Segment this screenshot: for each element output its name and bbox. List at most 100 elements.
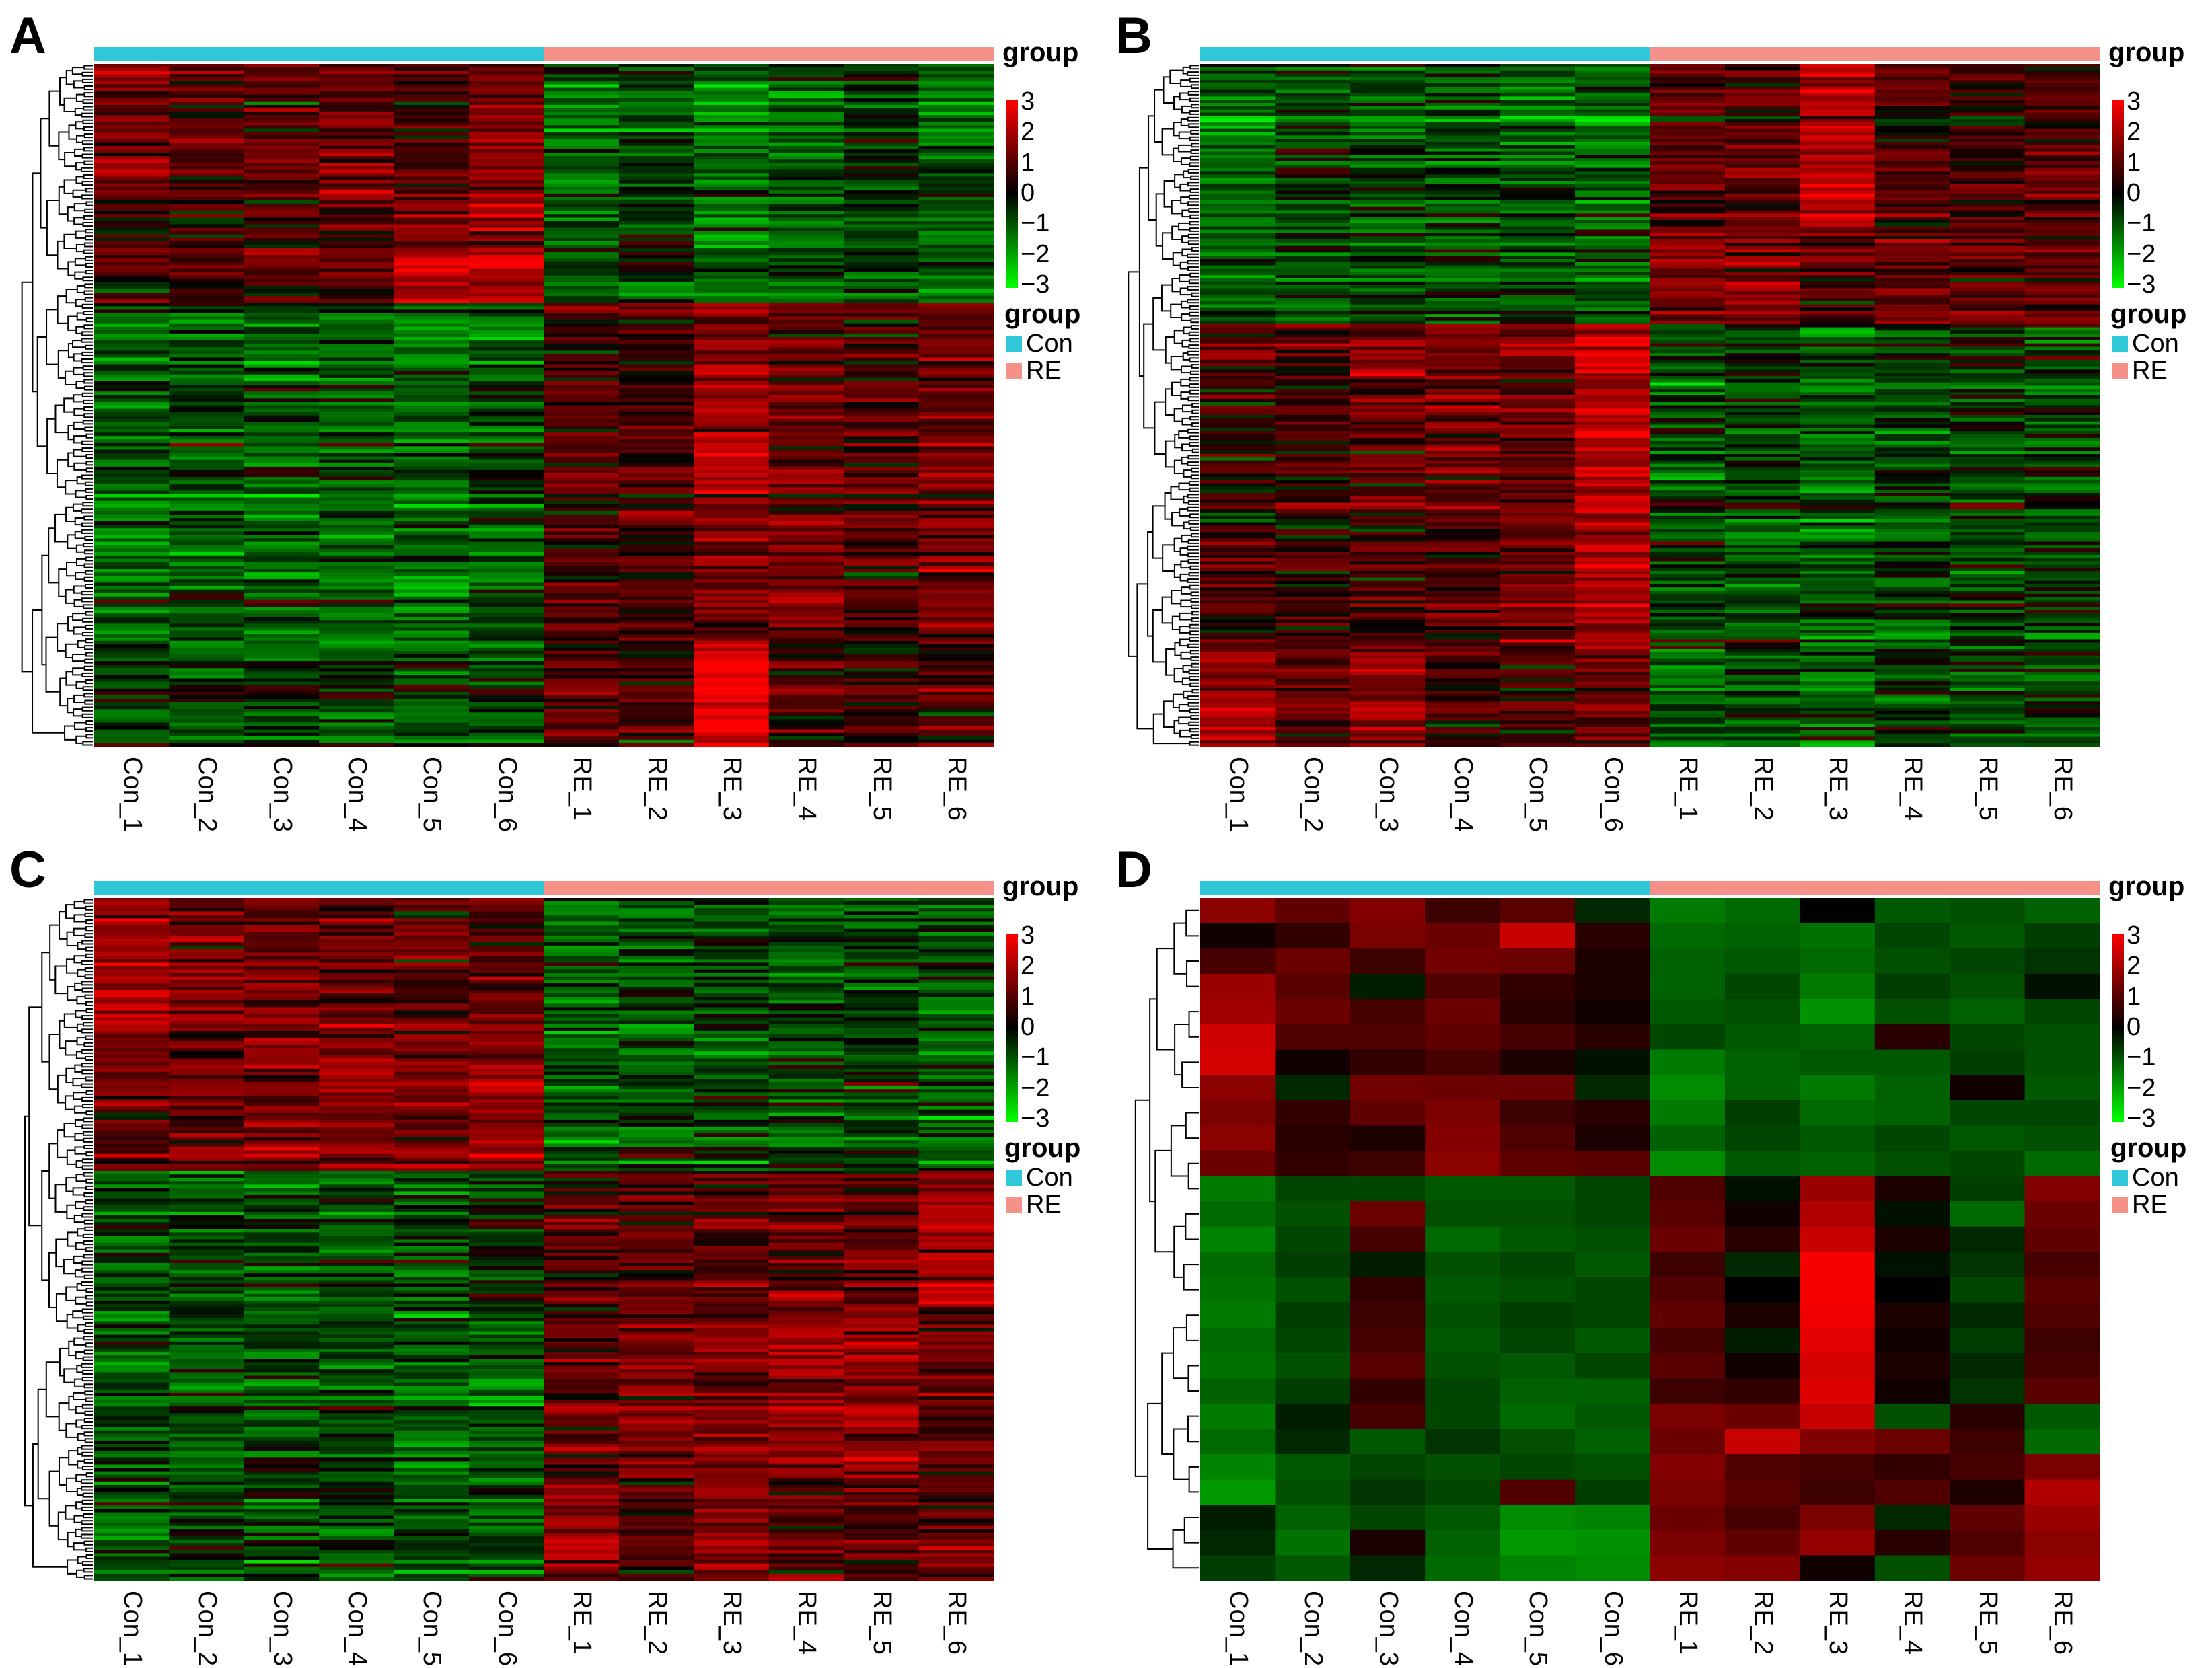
heatmap-cell [94, 285, 170, 290]
heatmap-cell [1425, 652, 1501, 656]
heatmap-cell [244, 525, 320, 529]
heatmap-cell [618, 722, 694, 727]
heatmap-cell [1650, 324, 1726, 328]
dendrogram-branch [83, 515, 93, 521]
heatmap-cell [694, 316, 770, 321]
heatmap-cell [1724, 552, 1800, 556]
heatmap-cell [844, 316, 920, 321]
heatmap-cell [694, 439, 770, 443]
heatmap-cell [1200, 587, 1276, 591]
heatmap-cell [469, 183, 545, 188]
heatmap-cell [394, 214, 470, 218]
dendrogram-branch [85, 317, 93, 323]
heatmap-cell [1950, 373, 2026, 377]
heatmap-cell [1874, 623, 1950, 627]
heatmap-cell [1800, 535, 1876, 539]
heatmap-cell [469, 582, 545, 587]
heatmap-cell [1650, 541, 1726, 545]
heatmap-cell [244, 528, 320, 532]
heatmap-cell [1575, 681, 1651, 685]
heatmap-cell [618, 623, 694, 628]
heatmap-cell [1650, 665, 1726, 669]
heatmap-cell [244, 709, 320, 713]
dendrogram-branch [82, 741, 93, 746]
heatmap-cell [618, 702, 694, 706]
heatmap-cell [544, 521, 620, 525]
heatmap-cell [1575, 619, 1651, 623]
heatmap-cell [1800, 67, 1876, 71]
heatmap-cell [1724, 77, 1800, 81]
heatmap-cell [918, 81, 994, 85]
heatmap-cell [169, 361, 245, 365]
heatmap-cell [1425, 67, 1501, 71]
dendrogram-branch [72, 613, 86, 621]
heatmap-cell [1500, 554, 1576, 559]
heatmap-cell [844, 391, 920, 395]
heatmap-cell [844, 71, 920, 75]
dendrogram-branch [83, 160, 93, 165]
heatmap-cell [244, 480, 320, 484]
heatmap-cell [694, 702, 770, 706]
heatmap-cell [618, 354, 694, 358]
heatmap-cell [618, 221, 694, 225]
heatmap-cell [1350, 89, 1426, 94]
heatmap-cell [918, 412, 994, 416]
heatmap-cell [1275, 681, 1351, 685]
heatmap-cell [1500, 636, 1576, 640]
heatmap-cell [768, 484, 844, 488]
heatmap-cell [1650, 545, 1726, 549]
heatmap-cell [618, 115, 694, 119]
heatmap-cell [768, 193, 844, 198]
heatmap-cell [544, 634, 620, 638]
heatmap-cell [1200, 320, 1276, 325]
heatmap-cell [1200, 447, 1276, 451]
heatmap-cell [1200, 334, 1276, 338]
heatmap-cell [469, 152, 545, 157]
heatmap-cell [1275, 363, 1351, 367]
heatmap-cell [1500, 151, 1576, 155]
heatmap-cell [768, 299, 844, 303]
heatmap-cell [1800, 213, 1876, 217]
heatmap-cell [1575, 103, 1651, 107]
dendrogram-branch [82, 420, 93, 425]
heatmap-cell [1724, 256, 1800, 260]
heatmap-cell [94, 128, 170, 133]
dendrogram-branch [80, 167, 93, 172]
heatmap-cell [844, 211, 920, 215]
heatmap-cell [1800, 89, 1876, 94]
heatmap-cell [694, 217, 770, 222]
heatmap-cell [1650, 161, 1726, 165]
heatmap-cell [768, 422, 844, 426]
heatmap-cell [768, 517, 844, 522]
heatmap-cell [918, 722, 994, 727]
heatmap-cell [2024, 597, 2100, 601]
heatmap-cell [1650, 538, 1726, 543]
heatmap-cell [1275, 236, 1351, 240]
heatmap-cell [244, 104, 320, 109]
heatmap-cell [918, 726, 994, 730]
heatmap-cell [94, 316, 170, 321]
heatmap-cell [1500, 568, 1576, 572]
heatmap-cell [469, 719, 545, 724]
heatmap-cell [1500, 132, 1576, 136]
heatmap-cell [1724, 200, 1800, 204]
heatmap-cell [1874, 320, 1950, 325]
heatmap-cell [1200, 630, 1276, 634]
heatmap-cell [319, 77, 395, 81]
heatmap-cell [1200, 245, 1276, 250]
heatmap-cell [1650, 434, 1726, 439]
heatmap-cell [1425, 519, 1501, 523]
heatmap-cell [1200, 658, 1276, 662]
heatmap-cell [394, 736, 470, 741]
heatmap-cell [544, 275, 620, 280]
heatmap-cell [94, 685, 170, 689]
heatmap-cell [694, 169, 770, 174]
heatmap-cell [169, 152, 245, 157]
heatmap-cell [1425, 161, 1501, 165]
heatmap-cell [1275, 350, 1351, 354]
heatmap-cell [768, 385, 844, 389]
heatmap-cell [394, 183, 470, 188]
heatmap-cell [1575, 148, 1651, 153]
heatmap-cell [1350, 122, 1426, 126]
heatmap-cell [469, 525, 545, 529]
